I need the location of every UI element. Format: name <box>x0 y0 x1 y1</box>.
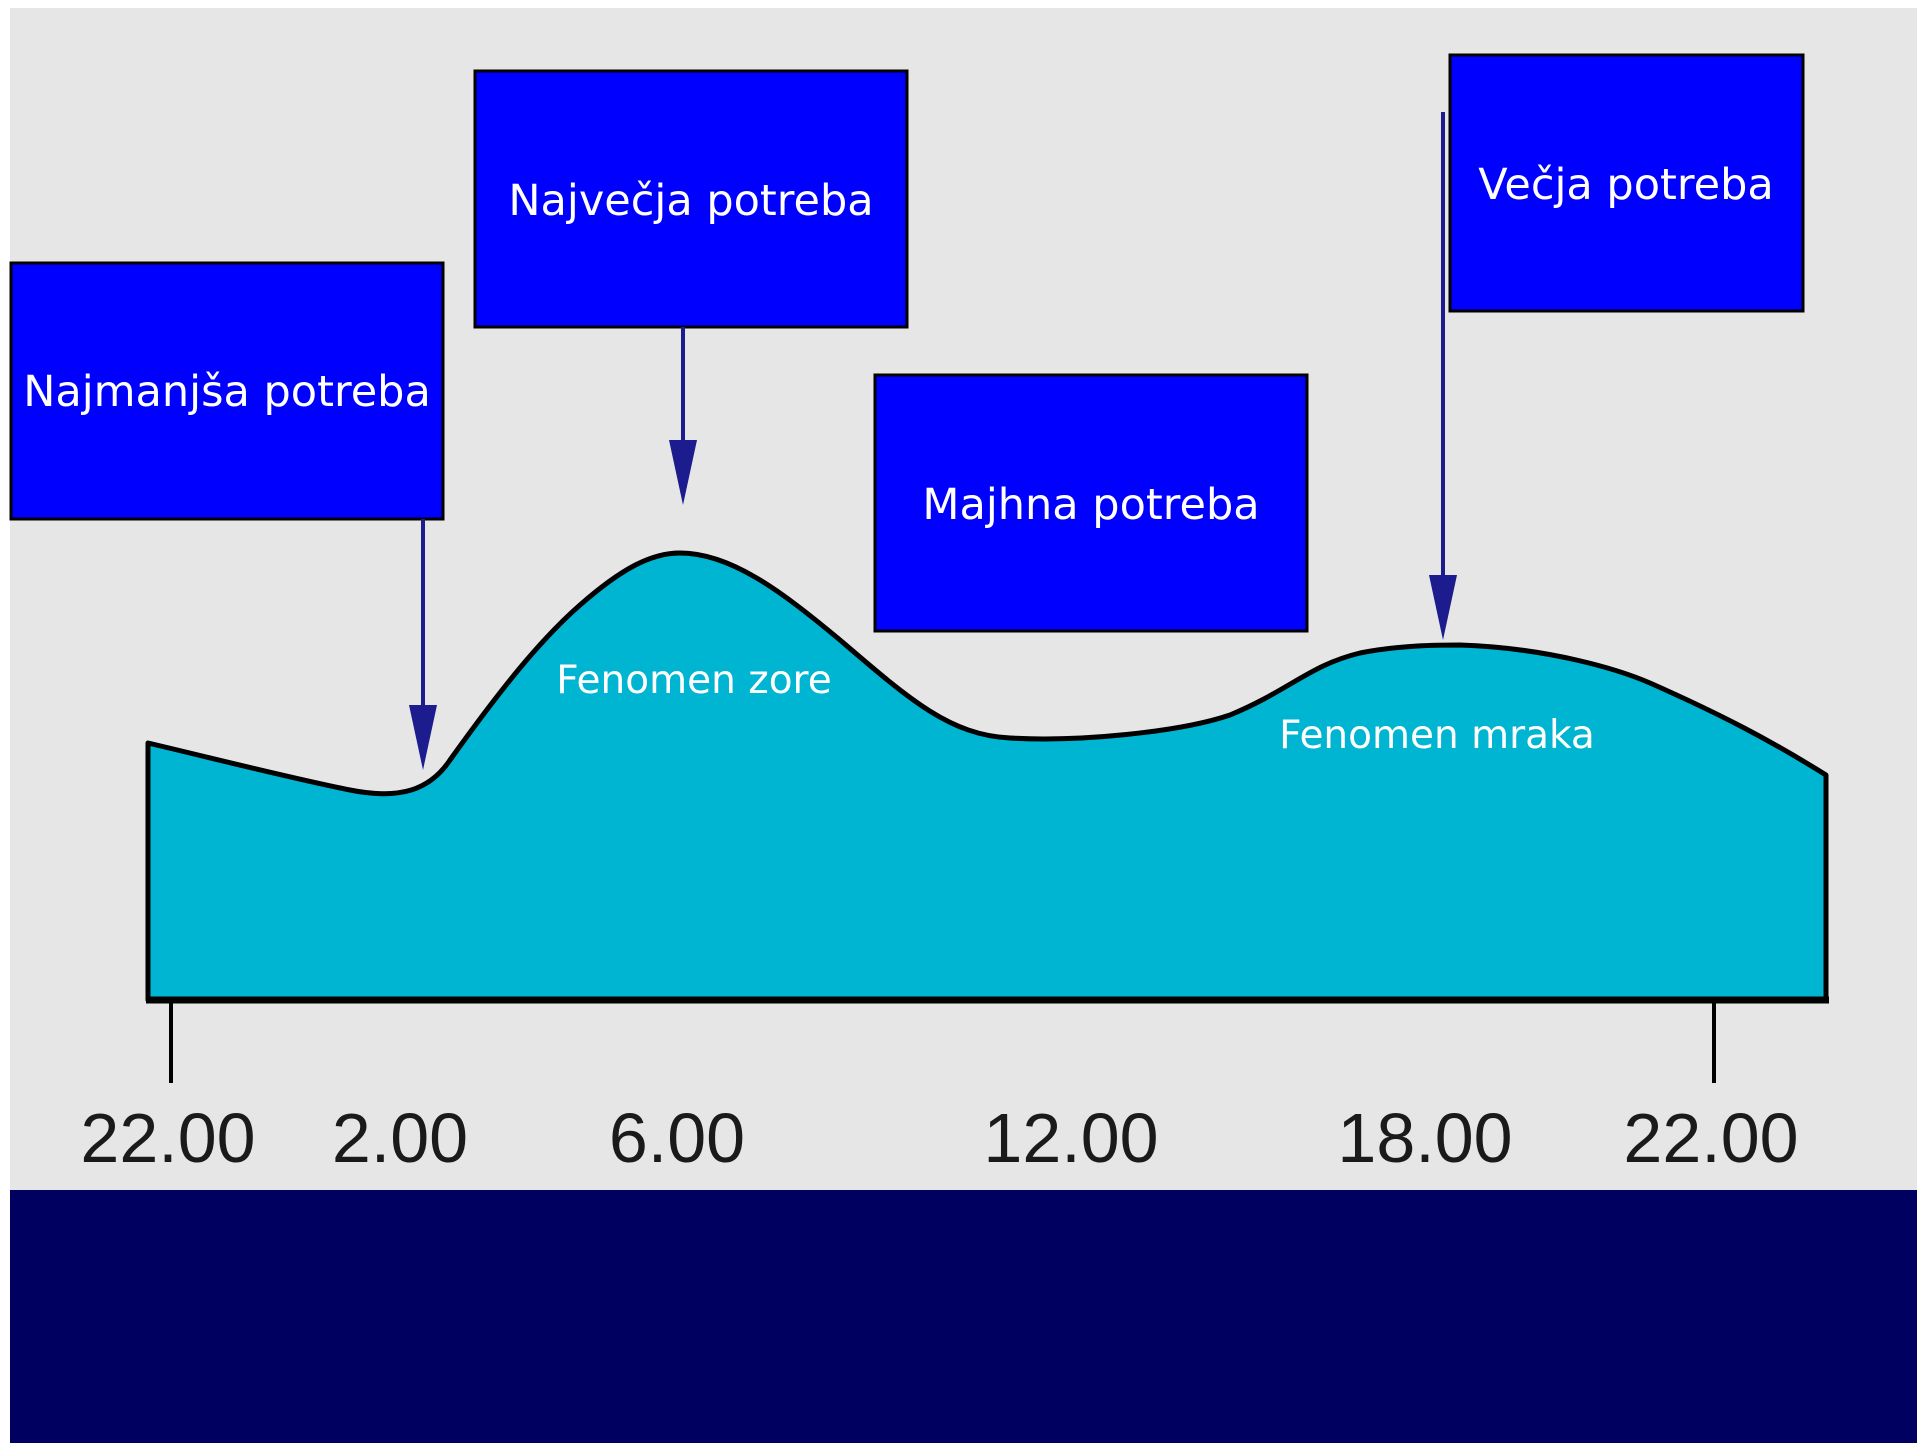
arrow-head-lowest-need <box>409 705 437 770</box>
x-tick-label: 12.00 <box>983 1099 1158 1177</box>
callout-box-greater-need <box>1448 53 1805 313</box>
callout-label-small-need: Majhna potreba <box>922 480 1259 530</box>
x-tick-label: 6.00 <box>609 1099 745 1177</box>
callout-label-lowest-need: Najmanjša potreba <box>23 367 431 417</box>
annotation-dusk-phenomenon: Fenomen mraka <box>1279 713 1595 758</box>
callout-box-lowest-need <box>9 261 445 521</box>
x-tick-label: 18.00 <box>1337 1099 1512 1177</box>
arrow-head-greater-need <box>1429 575 1457 640</box>
callout-box-small-need <box>873 373 1309 633</box>
x-tick-label: 22.00 <box>1623 1099 1798 1177</box>
annotation-dawn-phenomenon: Fenomen zore <box>556 658 831 703</box>
callout-label-highest-need: Največja potreba <box>508 176 873 226</box>
callout-label-greater-need: Večja potreba <box>1478 160 1773 210</box>
need-curve-area <box>145 550 1829 1003</box>
x-tick-label: 22.00 <box>80 1099 255 1177</box>
footer-band <box>10 1190 1917 1443</box>
x-tick-label: 2.00 <box>332 1099 468 1177</box>
arrow-head-highest-need <box>669 440 697 505</box>
callout-box-highest-need <box>473 69 909 329</box>
